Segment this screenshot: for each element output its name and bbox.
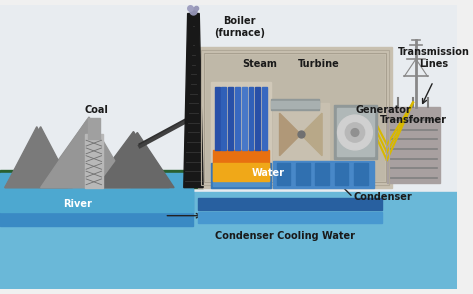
Circle shape [345,123,365,142]
Bar [277,163,290,185]
Circle shape [351,128,359,136]
Text: Water: Water [252,168,284,178]
Bar [296,163,309,185]
Polygon shape [39,120,126,188]
Text: Transmission
Lines: Transmission Lines [397,47,469,69]
Polygon shape [92,131,169,188]
Bar [235,87,240,150]
Text: Condenser: Condenser [353,192,412,202]
Polygon shape [301,113,322,156]
Bar [201,50,389,185]
Bar [262,87,267,150]
Bar [88,118,100,139]
Bar [271,99,319,110]
Bar [213,163,269,181]
Bar [0,173,193,226]
Text: Transformer: Transformer [379,115,447,125]
Bar [198,47,392,188]
Bar [211,82,271,181]
Bar [213,168,269,186]
Bar [0,193,457,289]
Polygon shape [5,127,72,188]
Bar [0,170,203,188]
Bar [204,53,386,182]
Bar [333,106,377,158]
Bar [354,163,368,185]
Polygon shape [96,133,174,188]
Bar [228,87,233,150]
Bar [315,163,329,185]
Text: Turbine: Turbine [298,59,340,69]
Bar [255,87,260,150]
Bar [213,150,269,181]
Bar [206,55,384,180]
Bar [242,87,246,150]
Text: Generator: Generator [356,105,412,115]
Polygon shape [184,14,203,188]
Bar [271,101,319,108]
Bar [337,108,374,156]
Circle shape [338,115,372,150]
Bar [85,134,103,188]
Bar [215,87,219,150]
Bar [0,5,457,193]
Bar [387,107,440,183]
Text: Steam: Steam [242,59,277,69]
Bar [198,198,382,210]
Bar [211,163,271,188]
Text: Condenser Cooling Water: Condenser Cooling Water [215,231,355,241]
Bar [0,173,193,212]
Bar [249,87,254,150]
Text: Coal: Coal [85,105,109,115]
Bar [335,163,348,185]
Text: Boiler
(furnace): Boiler (furnace) [214,16,265,38]
Bar [221,87,226,150]
Bar [273,103,329,163]
Polygon shape [41,117,131,188]
Bar [273,161,374,188]
Bar [198,212,382,223]
Text: River: River [63,199,92,209]
Polygon shape [5,127,68,188]
Polygon shape [280,113,301,156]
